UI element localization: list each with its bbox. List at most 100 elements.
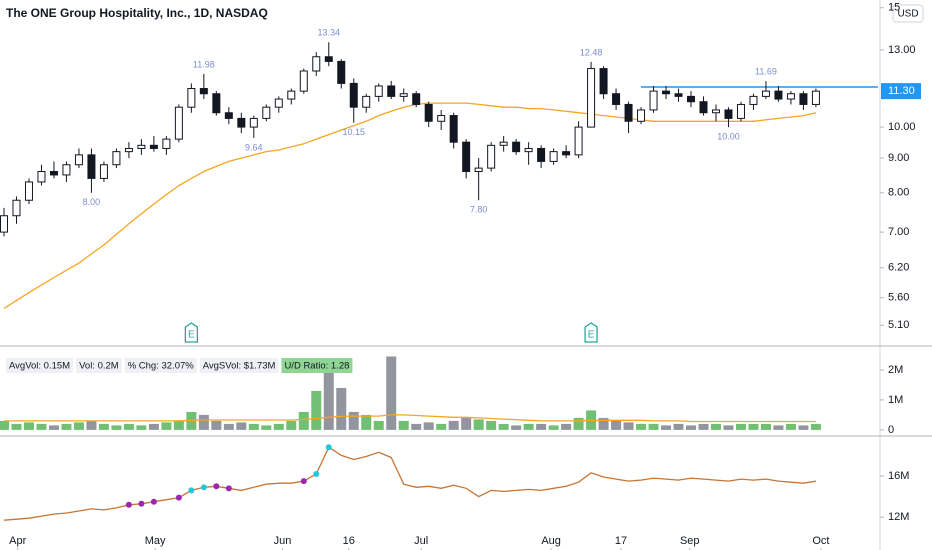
volume-bar [661,425,672,430]
volume-bar [248,423,259,430]
currency: USD [897,9,918,20]
earnings-label: E [188,330,195,341]
candle-body [249,117,258,128]
candle-body [637,109,646,122]
x-tick-label: Sep [680,535,700,547]
volume-bar [286,420,297,430]
x-tick-label: May [145,535,166,547]
candle-body [674,93,683,97]
candle-body [137,144,146,149]
volume-bar [261,425,272,430]
candle-body [149,144,158,149]
candle-body [449,115,458,143]
candle-body [274,98,283,108]
pivot-label: 8.00 [83,197,101,207]
candle-body [612,93,621,105]
volume-bar [148,423,159,430]
volume-bar [386,356,397,430]
volume-bar [111,425,122,430]
signal-dot [313,470,320,477]
candle-body [512,141,521,153]
candle-body [711,109,720,114]
volume-bar [11,423,22,430]
volume-bar [211,420,222,430]
volume-bar [136,425,147,430]
info-label: U/D Ratio: 1.28 [284,361,349,372]
y-tick-label: 10.00 [888,121,916,133]
volume-bar [161,422,172,430]
volume-ma [4,414,816,423]
signal-dot [200,484,207,491]
candle-body [662,90,671,95]
info-label: % Chg: 32.07% [128,361,195,372]
volume-bar [336,387,347,430]
volume-bar [561,423,572,430]
candle-body [37,170,46,183]
x-tick-label: Oct [812,535,829,547]
y-tick-label: 6.20 [888,262,909,274]
candle-body [399,93,408,97]
x-tick-label: Jun [274,535,292,547]
candle-body [437,115,446,122]
volume-bar [486,420,497,430]
chart-title: The ONE Group Hospitality, Inc., 1D, NAS… [6,6,268,20]
volume-bar [86,420,97,430]
signal-dot [325,444,332,451]
candle-body [412,93,421,105]
candle-body [224,112,233,119]
volume-bar [611,420,622,430]
volume-bar [448,420,459,430]
currency-box[interactable] [892,4,924,23]
candle-body [761,90,770,97]
candle-body [424,103,433,122]
candle-body [312,56,321,72]
y-tick-label: 2M [888,364,903,376]
signal-dot [225,485,232,492]
candle-body [12,199,21,217]
candle-body [587,68,596,128]
y-tick-label: 8.00 [888,187,909,199]
volume-bar [573,417,584,430]
volume-bar [73,422,84,430]
candle-body [649,90,658,111]
candle-body [811,90,820,105]
y-tick-label: 13.00 [888,44,916,56]
signal-dot [138,500,145,507]
candle-body [162,138,171,149]
candle-body [499,141,508,146]
x-tick-label: Aug [541,535,561,547]
pivot-label: 12.48 [580,47,603,57]
candle-body [199,88,208,95]
candle-body [287,90,296,100]
pivot-label: 10.15 [342,127,365,137]
candle-body [774,90,783,100]
candle-body [574,126,583,156]
candle-body [387,85,396,97]
y-tick-label: 1M [888,394,903,406]
candle-body [699,101,708,114]
volume-bar [698,423,709,430]
info-label: AvgSVol: $1.73M [203,361,276,372]
volume-bar [373,420,384,430]
volume-bar [23,422,34,430]
volume-bar [536,423,547,430]
info-box [124,358,197,373]
candle-body [736,103,745,119]
volume-bar [436,423,447,430]
y-tick-label: 15 [888,2,900,14]
x-tick-label: 16 [343,535,355,547]
y-tick-label: 5.60 [888,292,909,304]
y-tick-label: 9.00 [888,152,909,164]
volume-bar [648,423,659,430]
pivot-label: 7.80 [470,205,488,215]
volume-bar [686,425,697,430]
volume-bar [61,423,72,430]
volume-bar [0,420,9,430]
volume-bar [673,423,684,430]
info-label: Vol: 0.2M [79,361,119,372]
pivot-label: 11.98 [193,59,215,69]
candle-body [786,93,795,100]
y-tick-label: 0 [888,424,894,436]
